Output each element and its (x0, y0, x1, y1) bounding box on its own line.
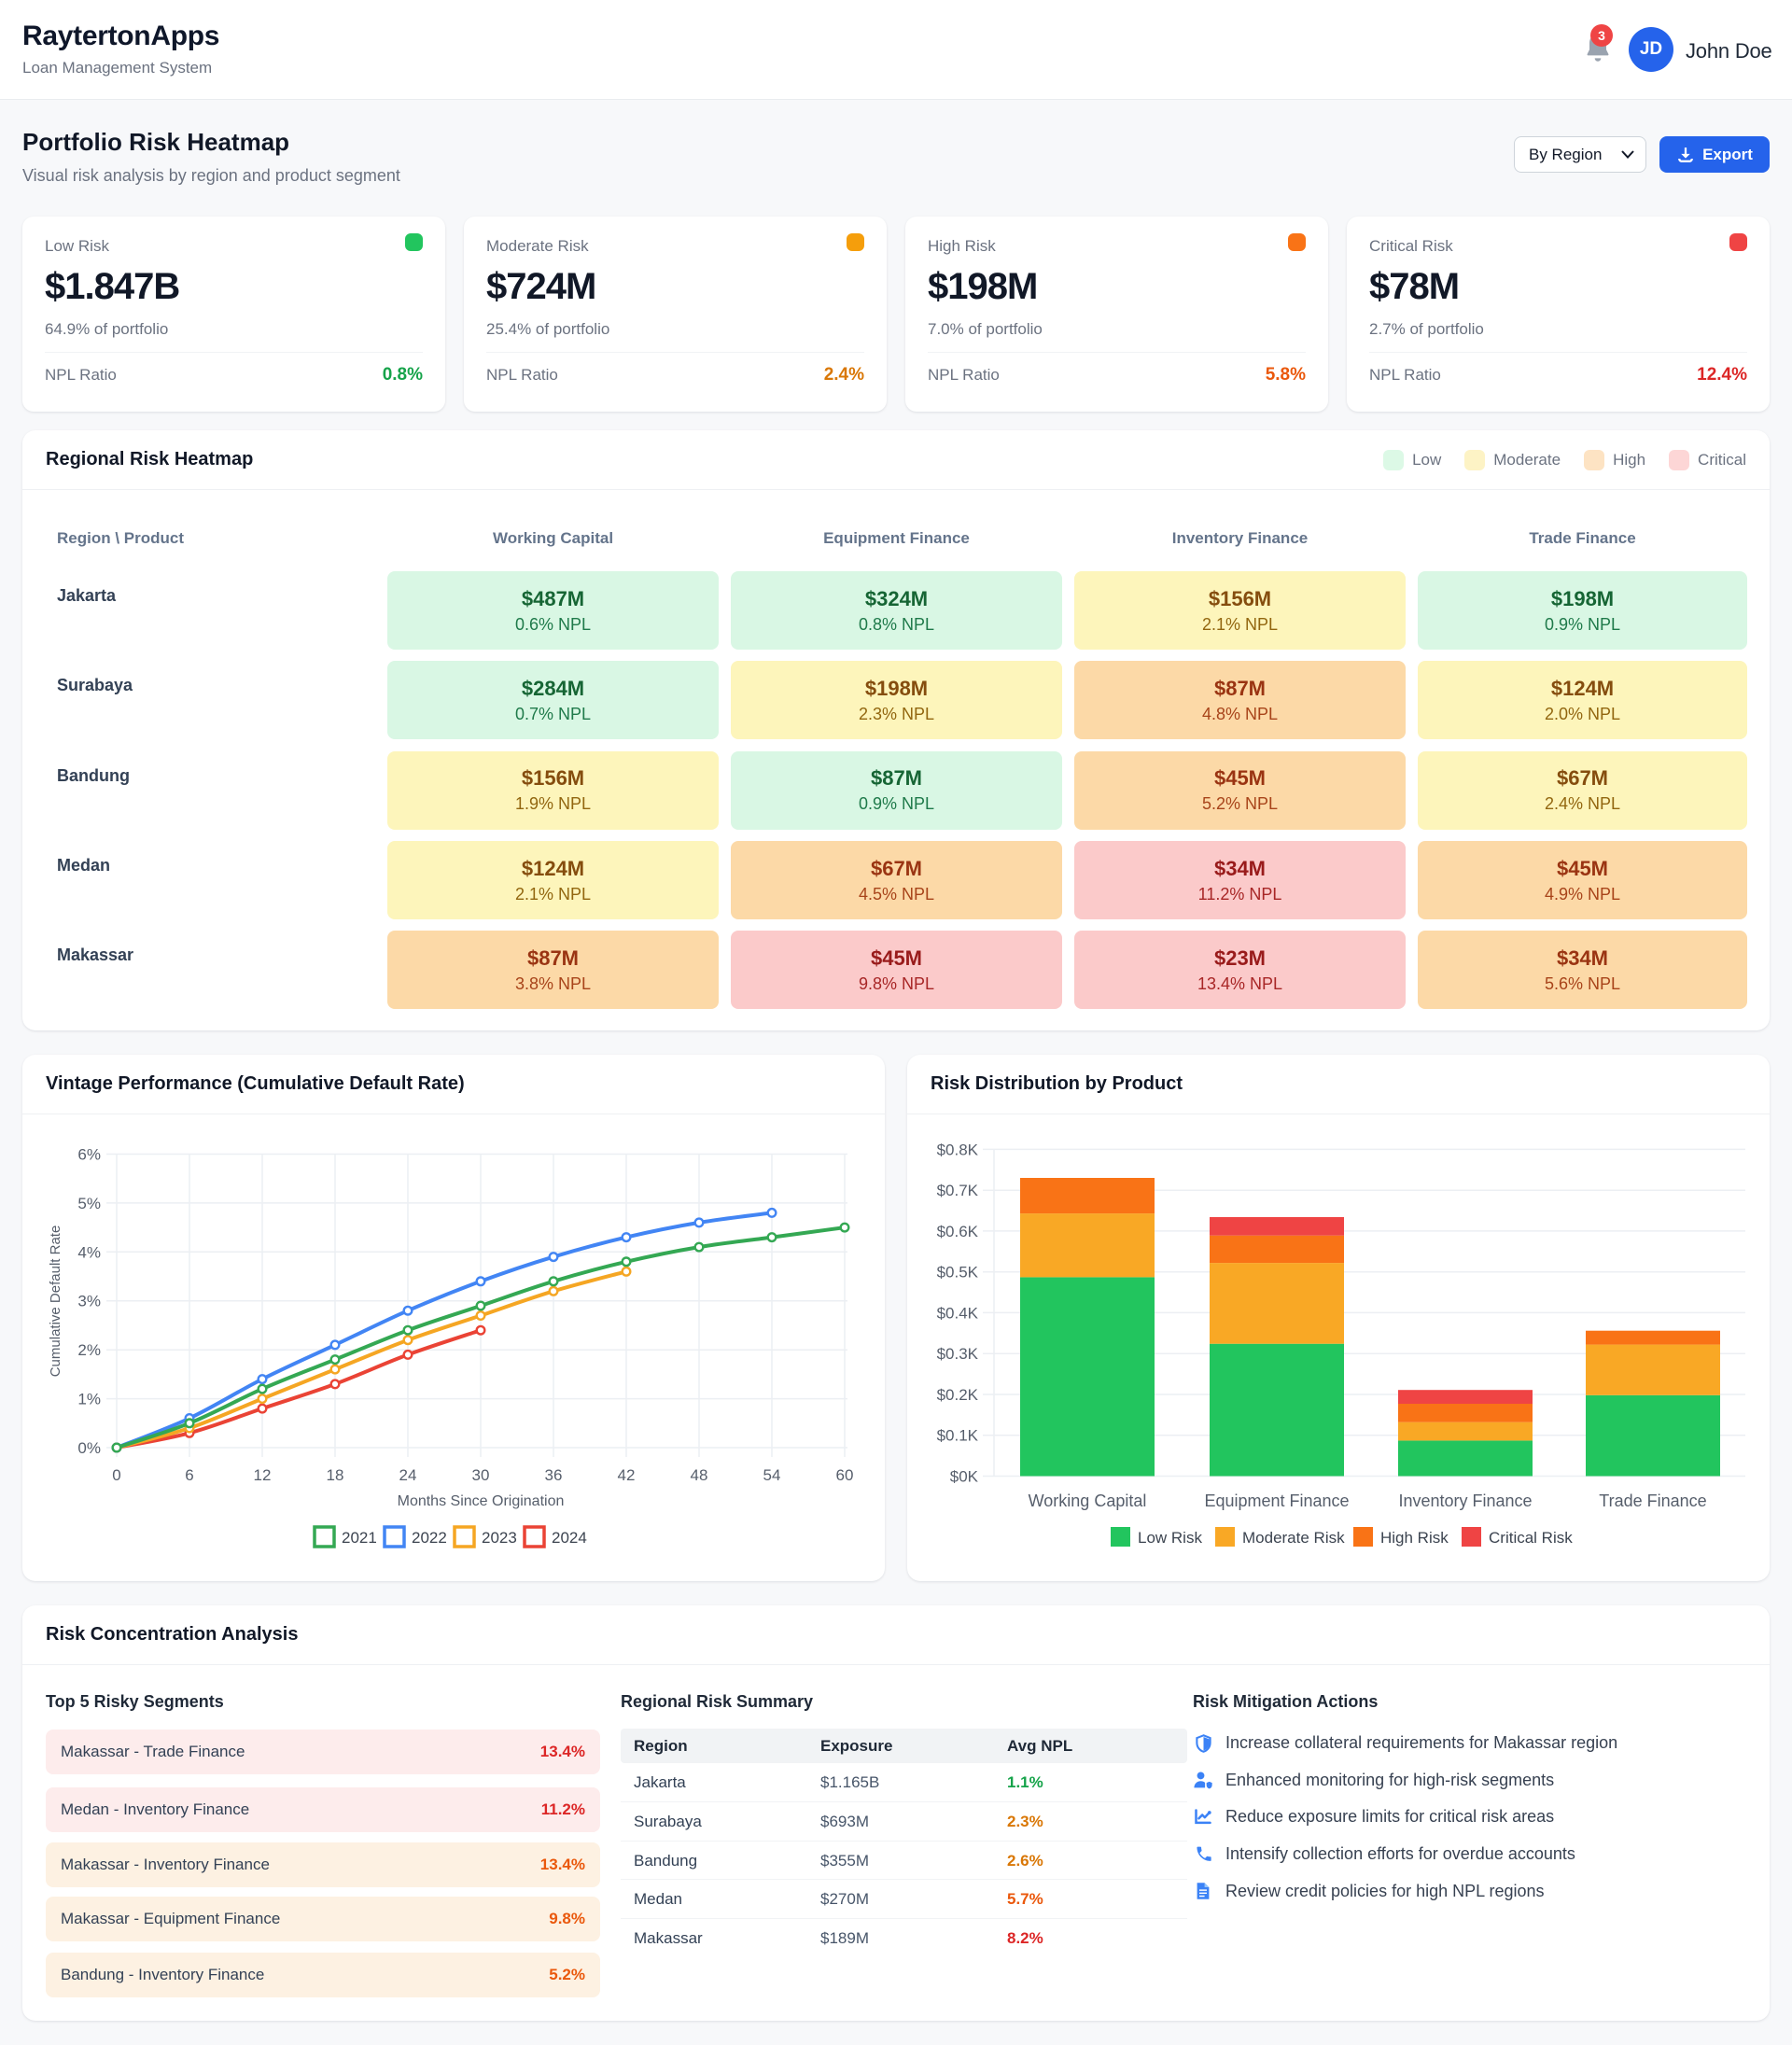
svg-text:54: 54 (763, 1466, 781, 1484)
svg-text:12: 12 (254, 1466, 272, 1484)
svg-text:6: 6 (185, 1466, 193, 1484)
svg-text:$0.5K: $0.5K (937, 1264, 979, 1282)
svg-text:Equipment Finance: Equipment Finance (1204, 1492, 1349, 1510)
svg-text:$0.1K: $0.1K (937, 1427, 979, 1445)
svg-text:1%: 1% (77, 1391, 101, 1408)
svg-text:30: 30 (472, 1466, 490, 1484)
svg-text:6%: 6% (77, 1146, 101, 1164)
svg-text:Trade Finance: Trade Finance (1599, 1492, 1706, 1510)
svg-text:36: 36 (545, 1466, 563, 1484)
svg-text:$0.2K: $0.2K (937, 1386, 979, 1404)
svg-text:Months Since Origination: Months Since Origination (398, 1493, 565, 1509)
svg-text:Inventory Finance: Inventory Finance (1398, 1492, 1532, 1510)
svg-text:0%: 0% (77, 1439, 101, 1457)
svg-text:$0.4K: $0.4K (937, 1304, 979, 1322)
svg-text:2023: 2023 (482, 1529, 517, 1547)
svg-text:Critical Risk: Critical Risk (1489, 1529, 1573, 1547)
svg-text:2%: 2% (77, 1341, 101, 1359)
svg-text:3%: 3% (77, 1293, 101, 1310)
svg-text:$0.7K: $0.7K (937, 1182, 979, 1199)
svg-text:0: 0 (112, 1466, 120, 1484)
svg-text:2024: 2024 (552, 1529, 587, 1547)
svg-text:$0K: $0K (950, 1468, 979, 1486)
svg-text:48: 48 (691, 1466, 708, 1484)
svg-text:2021: 2021 (342, 1529, 377, 1547)
svg-text:Moderate Risk: Moderate Risk (1242, 1529, 1345, 1547)
svg-text:2022: 2022 (412, 1529, 447, 1547)
svg-text:High Risk: High Risk (1380, 1529, 1449, 1547)
svg-text:$0.6K: $0.6K (937, 1223, 979, 1240)
svg-text:4%: 4% (77, 1243, 101, 1261)
svg-text:Cumulative Default Rate: Cumulative Default Rate (48, 1226, 63, 1378)
svg-text:Working Capital: Working Capital (1029, 1492, 1147, 1510)
svg-text:18: 18 (327, 1466, 344, 1484)
svg-text:$0.3K: $0.3K (937, 1345, 979, 1363)
svg-text:42: 42 (618, 1466, 636, 1484)
svg-text:24: 24 (399, 1466, 417, 1484)
svg-text:Low Risk: Low Risk (1138, 1529, 1202, 1547)
svg-text:5%: 5% (77, 1195, 101, 1212)
svg-text:$0.8K: $0.8K (937, 1141, 979, 1158)
svg-text:60: 60 (836, 1466, 854, 1484)
